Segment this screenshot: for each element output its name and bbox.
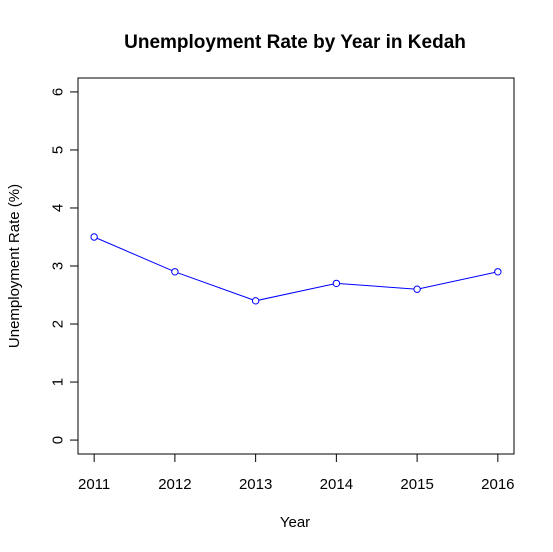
data-point: [171, 268, 179, 276]
data-point: [494, 268, 502, 276]
x-axis: 2011 2012 2013 2014 2015 2016: [78, 453, 515, 493]
y-tick-label: 5: [50, 146, 67, 154]
y-tick-label: 1: [50, 378, 67, 386]
data-point: [90, 233, 98, 241]
x-tick-label: 2016: [481, 476, 514, 493]
y-axis-label: Unemployment Rate (%): [6, 184, 23, 348]
x-tick-label: 2011: [78, 476, 110, 493]
y-tick-label: 3: [50, 262, 67, 270]
x-axis-label: Year: [280, 514, 310, 531]
y-tick-label: 4: [50, 204, 67, 212]
y-tick-label: 2: [50, 320, 67, 328]
chart-title: Unemployment Rate by Year in Kedah: [124, 32, 466, 53]
y-tick-label: 0: [50, 436, 67, 444]
series-layer: [90, 233, 502, 305]
x-tick-label: 2015: [400, 476, 433, 493]
y-tick-label: 6: [50, 88, 67, 96]
data-point: [332, 279, 341, 288]
x-tick-label: 2014: [320, 476, 353, 493]
x-tick-label: 2012: [158, 476, 191, 493]
y-axis: 0 1 2 3 4 5 6: [50, 88, 79, 444]
x-tick-label: 2013: [239, 476, 272, 493]
plot-frame: [77, 77, 515, 455]
data-point: [413, 285, 421, 293]
series-line: [93, 236, 499, 302]
data-point: [251, 297, 260, 305]
